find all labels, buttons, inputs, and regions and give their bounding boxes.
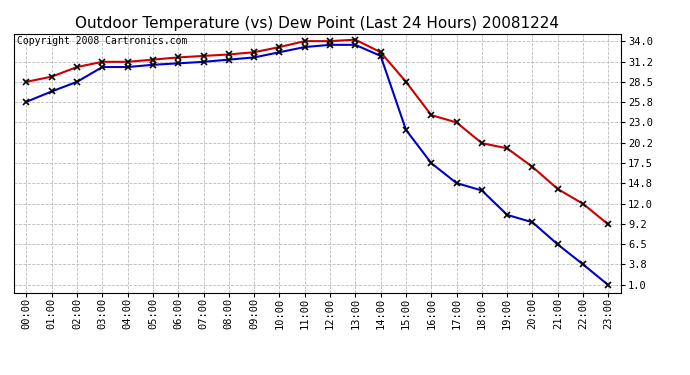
Text: Copyright 2008 Cartronics.com: Copyright 2008 Cartronics.com xyxy=(17,36,187,46)
Title: Outdoor Temperature (vs) Dew Point (Last 24 Hours) 20081224: Outdoor Temperature (vs) Dew Point (Last… xyxy=(75,16,560,31)
